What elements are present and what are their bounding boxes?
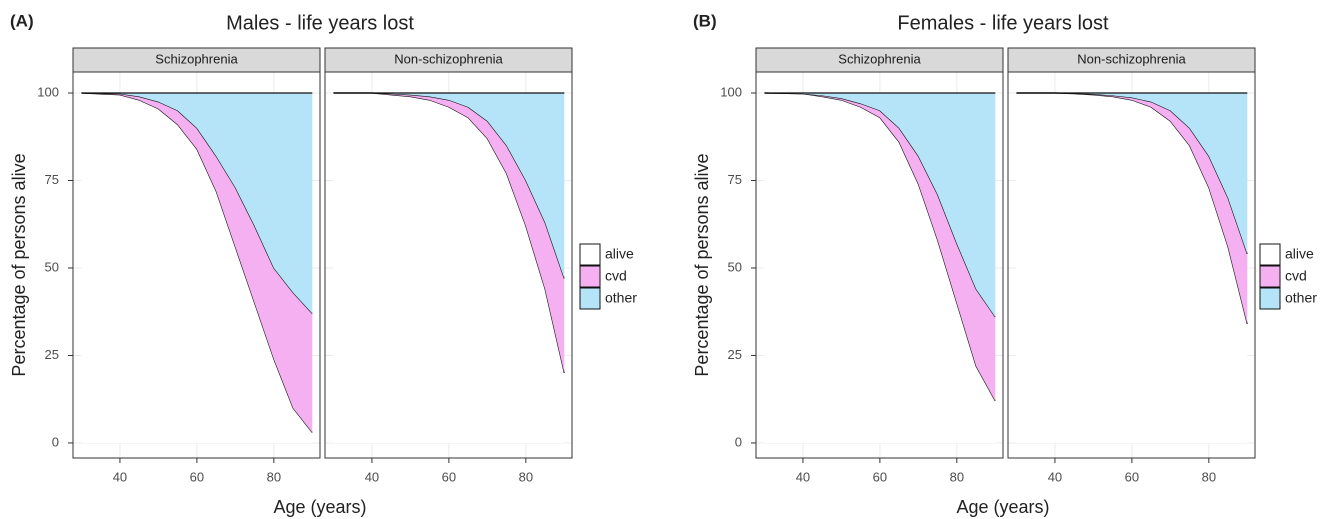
x-tick-label: 40 — [113, 469, 127, 484]
strip-label: Schizophrenia — [838, 51, 921, 66]
x-tick-label: 60 — [442, 469, 456, 484]
area-0 — [81, 92, 313, 443]
legend-label: alive — [605, 246, 634, 262]
strip-label: Non-schizophrenia — [1077, 51, 1186, 66]
legend-key — [1259, 265, 1281, 288]
y-axis-label: Percentage of persons alive — [692, 153, 712, 376]
x-axis-label: Age (years) — [273, 497, 366, 517]
panel-label: (A) — [10, 11, 34, 30]
y-tick-label: 0 — [52, 434, 59, 449]
x-tick-label: 80 — [1202, 469, 1216, 484]
strip — [324, 47, 573, 73]
y-axis-label: Percentage of persons alive — [9, 153, 29, 376]
legend-key — [579, 243, 601, 266]
y-tick-label: 100 — [720, 84, 742, 99]
area-1 — [764, 92, 996, 401]
legend-key — [579, 287, 601, 310]
y-tick-label: 25 — [45, 347, 59, 362]
x-tick-label: 40 — [796, 469, 810, 484]
area-edge — [81, 92, 313, 314]
strip — [1007, 47, 1256, 73]
x-tick-label: 60 — [190, 469, 204, 484]
chart-title: Males - life years lost — [226, 12, 414, 34]
y-tick-label: 75 — [728, 172, 742, 187]
legend-label: cvd — [605, 268, 627, 284]
legend-key — [1259, 243, 1281, 266]
area-0 — [1016, 92, 1248, 443]
x-tick-label: 60 — [1125, 469, 1139, 484]
legend-label: cvd — [1285, 268, 1307, 284]
strip — [72, 47, 321, 73]
legend-key — [579, 265, 601, 288]
area-1 — [81, 92, 313, 433]
y-tick-label: 25 — [728, 347, 742, 362]
area-0 — [764, 92, 996, 443]
area-2 — [764, 92, 996, 317]
plot-border — [755, 71, 1004, 459]
y-tick-label: 75 — [45, 172, 59, 187]
legend-label: alive — [1285, 246, 1314, 262]
x-tick-label: 80 — [519, 469, 533, 484]
chart-title: Females - life years lost — [897, 12, 1109, 34]
legend-label: other — [605, 290, 637, 306]
strip — [755, 47, 1004, 73]
strip-label: Non-schizophrenia — [394, 51, 503, 66]
x-tick-label: 80 — [267, 469, 281, 484]
area-2 — [333, 92, 565, 279]
y-tick-label: 0 — [735, 434, 742, 449]
panel-label: (B) — [693, 11, 717, 30]
legend-label: other — [1285, 290, 1317, 306]
area-1 — [333, 92, 565, 373]
area-2 — [1016, 92, 1248, 254]
y-tick-label: 50 — [728, 259, 742, 274]
plot-border — [72, 71, 321, 459]
x-tick-label: 40 — [1048, 469, 1062, 484]
y-tick-label: 50 — [45, 259, 59, 274]
x-tick-label: 60 — [873, 469, 887, 484]
area-0 — [333, 92, 565, 443]
x-tick-label: 80 — [950, 469, 964, 484]
x-axis-label: Age (years) — [956, 497, 1049, 517]
legend-key — [1259, 287, 1281, 310]
x-tick-label: 40 — [365, 469, 379, 484]
area-2 — [81, 92, 313, 314]
plot-border — [1007, 71, 1256, 459]
strip-label: Schizophrenia — [155, 51, 238, 66]
y-tick-label: 100 — [37, 84, 59, 99]
plot-border — [324, 71, 573, 459]
